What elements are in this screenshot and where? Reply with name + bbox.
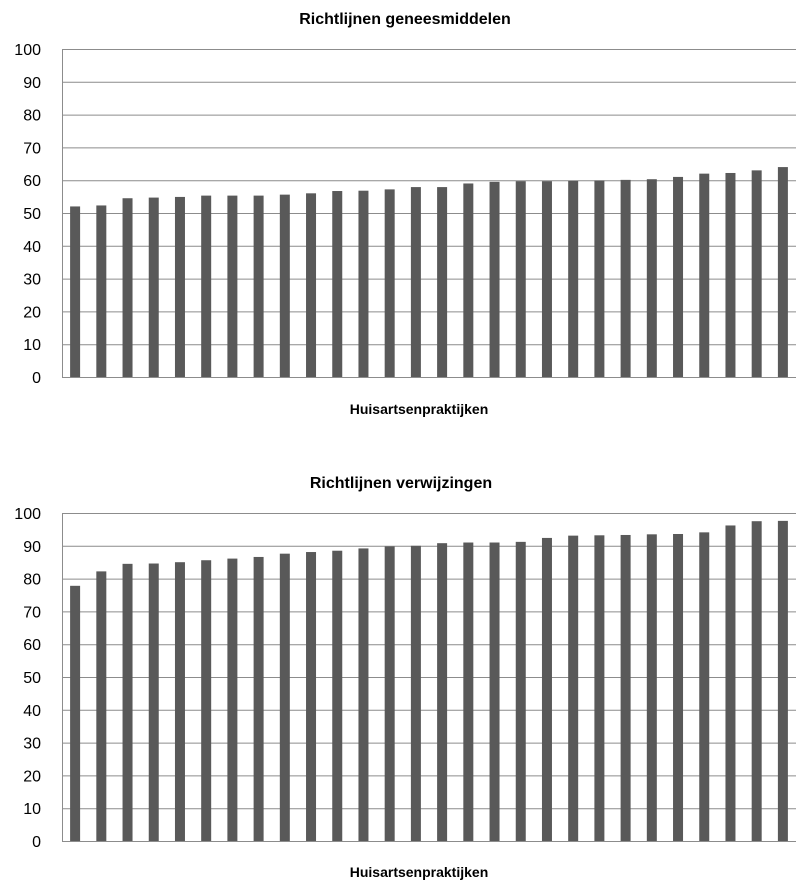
bar xyxy=(253,195,264,377)
bar xyxy=(594,180,605,377)
bar xyxy=(673,176,684,377)
bar xyxy=(620,179,631,377)
bar xyxy=(489,181,500,377)
bar xyxy=(568,180,579,377)
y-axis-ticks: 0 10 20 30 40 50 60 70 80 90 100 xyxy=(14,42,41,387)
y-tick-label: 10 xyxy=(23,801,41,818)
y-tick-label: 70 xyxy=(23,140,41,157)
y-tick-label: 30 xyxy=(23,736,41,753)
bar xyxy=(122,563,133,841)
chart-geneesmiddelen: Richtlijnen geneesmiddelen 0 10 20 30 40 50 60… xyxy=(0,0,796,430)
bar xyxy=(725,172,736,377)
bars xyxy=(70,167,788,377)
y-tick-label: 40 xyxy=(23,703,41,720)
y-tick-label: 100 xyxy=(14,506,41,523)
chart-title: Richtlijnen verwijzingen xyxy=(310,475,492,492)
bar xyxy=(358,190,369,377)
y-tick-label: 100 xyxy=(14,42,41,59)
bar xyxy=(332,191,343,377)
y-tick-label: 50 xyxy=(23,670,41,687)
bar xyxy=(96,205,107,377)
bar xyxy=(515,181,526,377)
y-tick-label: 0 xyxy=(32,370,41,387)
bar xyxy=(253,556,264,841)
bar xyxy=(148,197,159,377)
bar xyxy=(384,546,395,841)
bar xyxy=(646,179,657,377)
bar xyxy=(174,562,185,841)
y-tick-label: 20 xyxy=(23,304,41,321)
y-tick-label: 80 xyxy=(23,572,41,589)
bar xyxy=(541,537,552,841)
bar xyxy=(699,532,710,841)
bar xyxy=(594,535,605,841)
bar xyxy=(725,525,736,841)
y-tick-label: 90 xyxy=(23,539,41,556)
chart-geneesmiddelen-svg: Richtlijnen geneesmiddelen 0 10 20 30 40 50 60… xyxy=(14,11,796,417)
y-tick-label: 80 xyxy=(23,108,41,125)
bar xyxy=(122,198,133,377)
gridlines xyxy=(62,513,796,841)
chart-title: Richtlijnen geneesmiddelen xyxy=(299,11,511,28)
bar xyxy=(410,545,421,841)
bar xyxy=(489,542,500,841)
bar xyxy=(306,193,317,377)
bar xyxy=(96,571,107,841)
y-tick-label: 70 xyxy=(23,604,41,621)
bar xyxy=(777,520,788,841)
bar xyxy=(70,206,81,377)
bar xyxy=(751,170,762,377)
x-axis-label: Huisartsenpraktijken xyxy=(350,401,489,417)
bar xyxy=(673,533,684,841)
bar xyxy=(201,195,212,377)
bar xyxy=(646,534,657,841)
y-tick-label: 20 xyxy=(23,768,41,785)
y-tick-label: 60 xyxy=(23,173,41,190)
chart-verwijzingen-svg: Richtlijnen verwijzingen 0 10 20 30 40 50 60 70… xyxy=(14,475,796,880)
bar xyxy=(751,521,762,841)
y-tick-label: 90 xyxy=(23,75,41,92)
y-tick-label: 40 xyxy=(23,239,41,256)
bar xyxy=(384,189,395,377)
y-tick-label: 30 xyxy=(23,272,41,289)
y-tick-label: 10 xyxy=(23,337,41,354)
gridlines xyxy=(62,49,796,377)
bar xyxy=(515,541,526,841)
x-axis-label: Huisartsenpraktijken xyxy=(350,864,489,880)
y-tick-label: 0 xyxy=(32,834,41,851)
bar xyxy=(463,183,474,377)
bar xyxy=(227,195,238,377)
bar xyxy=(777,167,788,377)
bar xyxy=(568,535,579,841)
y-tick-label: 60 xyxy=(23,637,41,654)
bar xyxy=(279,194,290,377)
bar xyxy=(358,548,369,841)
chart-verwijzingen: Richtlijnen verwijzingen 0 10 20 30 40 50 60 70… xyxy=(0,462,796,884)
bar xyxy=(279,553,290,841)
bar xyxy=(541,181,552,377)
y-axis-ticks: 0 10 20 30 40 50 60 70 80 90 100 xyxy=(14,506,41,851)
bar xyxy=(332,550,343,841)
bar xyxy=(201,560,212,841)
bars xyxy=(70,520,788,841)
bar xyxy=(174,196,185,377)
y-tick-label: 50 xyxy=(23,206,41,223)
bar xyxy=(437,543,448,841)
bar xyxy=(699,173,710,377)
bar xyxy=(148,563,159,841)
bar xyxy=(227,558,238,841)
bar xyxy=(437,187,448,377)
bar xyxy=(306,552,317,841)
bar xyxy=(410,187,421,377)
bar xyxy=(70,585,81,841)
bar xyxy=(463,542,474,841)
bar xyxy=(620,534,631,841)
